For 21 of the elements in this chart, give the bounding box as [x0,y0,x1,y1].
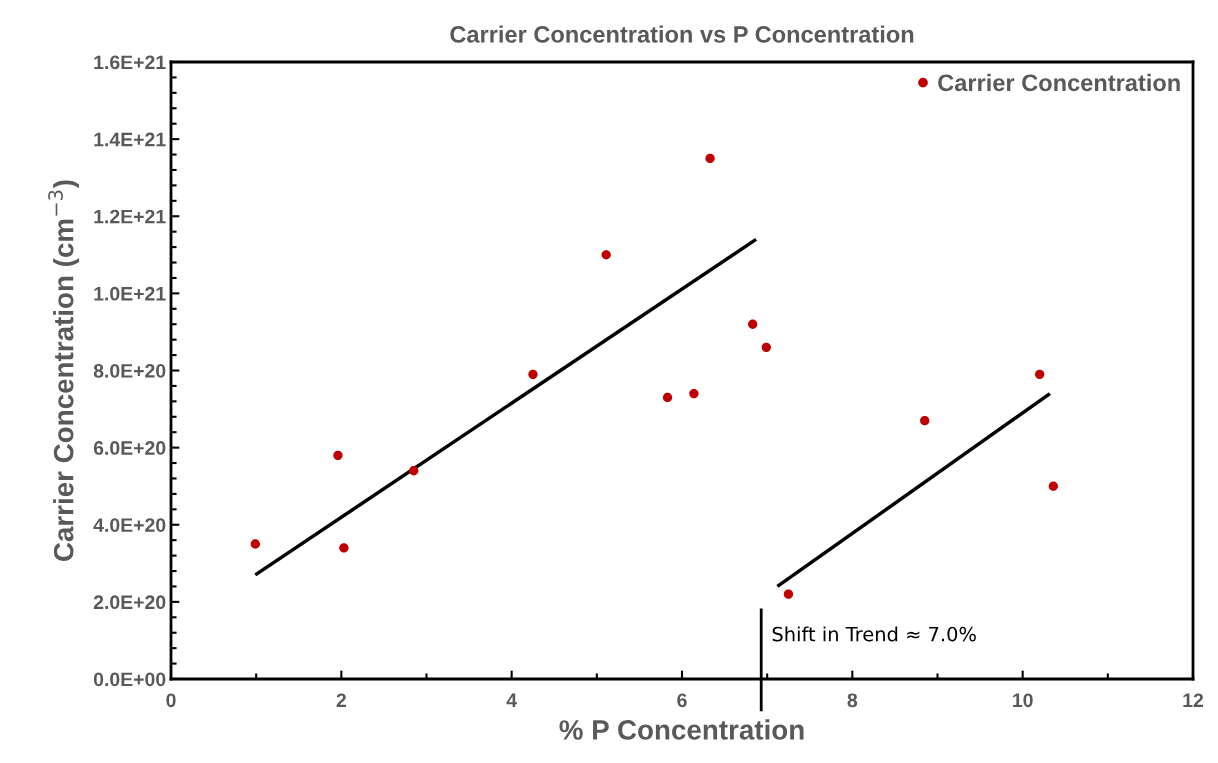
x-tick-label: 10 [1013,693,1033,708]
y-tick-label: 1.2E+21 [94,209,166,224]
chart-title: Carrier Concentration vs P Concentration [450,25,914,43]
y-tick-label: 2.0E+20 [93,595,166,610]
y-tick-label: 0.0E+00 [93,672,166,687]
y-tick-label: 6.0E+20 [93,441,166,455]
legend-label: Carrier Concentration [938,73,1180,92]
y-axis-title: Carrier Concentration (cm$^{−3}$) [48,180,79,562]
y-tick-label: 1.0E+21 [94,286,166,301]
x-axis-title: % P Concentration [559,719,804,740]
x-tick-label: 8 [847,693,858,708]
x-tick-label: 4 [506,693,517,707]
y-tick-label: 1.4E+21 [94,132,166,147]
y-tick-label: 1.6E+21 [94,55,166,70]
y-tick-label: 8.0E+20 [93,363,166,378]
x-tick-label: 2 [336,693,346,707]
x-tick-label: 0 [166,693,176,708]
x-tick-label: 6 [677,693,687,708]
y-tick-label: 4.0E+20 [93,518,166,532]
ref-line-label: Shift in Trend ≈ 7.0% [772,626,976,642]
x-tick-label: 12 [1183,693,1204,707]
